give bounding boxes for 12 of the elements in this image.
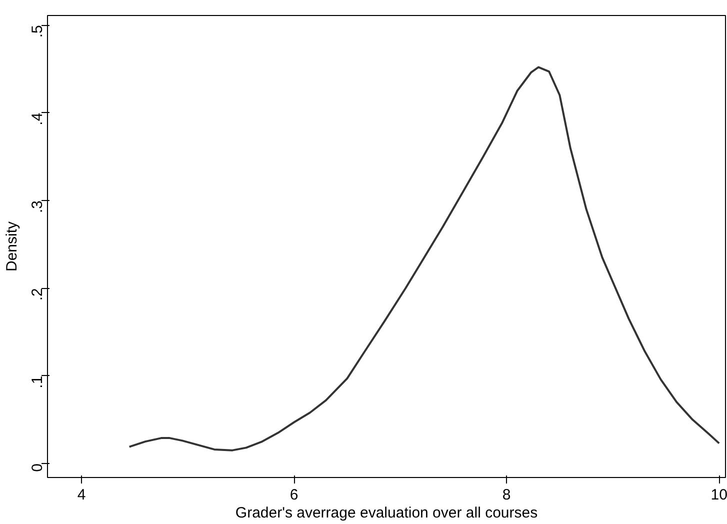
y-tick-label: .5 [29,25,46,38]
x-tick-label: 10 [710,486,727,504]
y-tick-label: .4 [29,112,46,126]
x-axis-title: Grader's averrage evaluation over all courses [235,504,538,522]
x-tick-label: 6 [290,486,298,504]
y-tick-label: .3 [29,200,46,213]
x-tick-label: 8 [502,486,511,504]
y-axis-title: Density [4,220,20,272]
y-tick-label: 0 [29,463,46,472]
y-tick-label: .1 [29,376,46,388]
x-tick-label: 4 [77,486,86,504]
y-tick-label: .2 [29,288,46,301]
